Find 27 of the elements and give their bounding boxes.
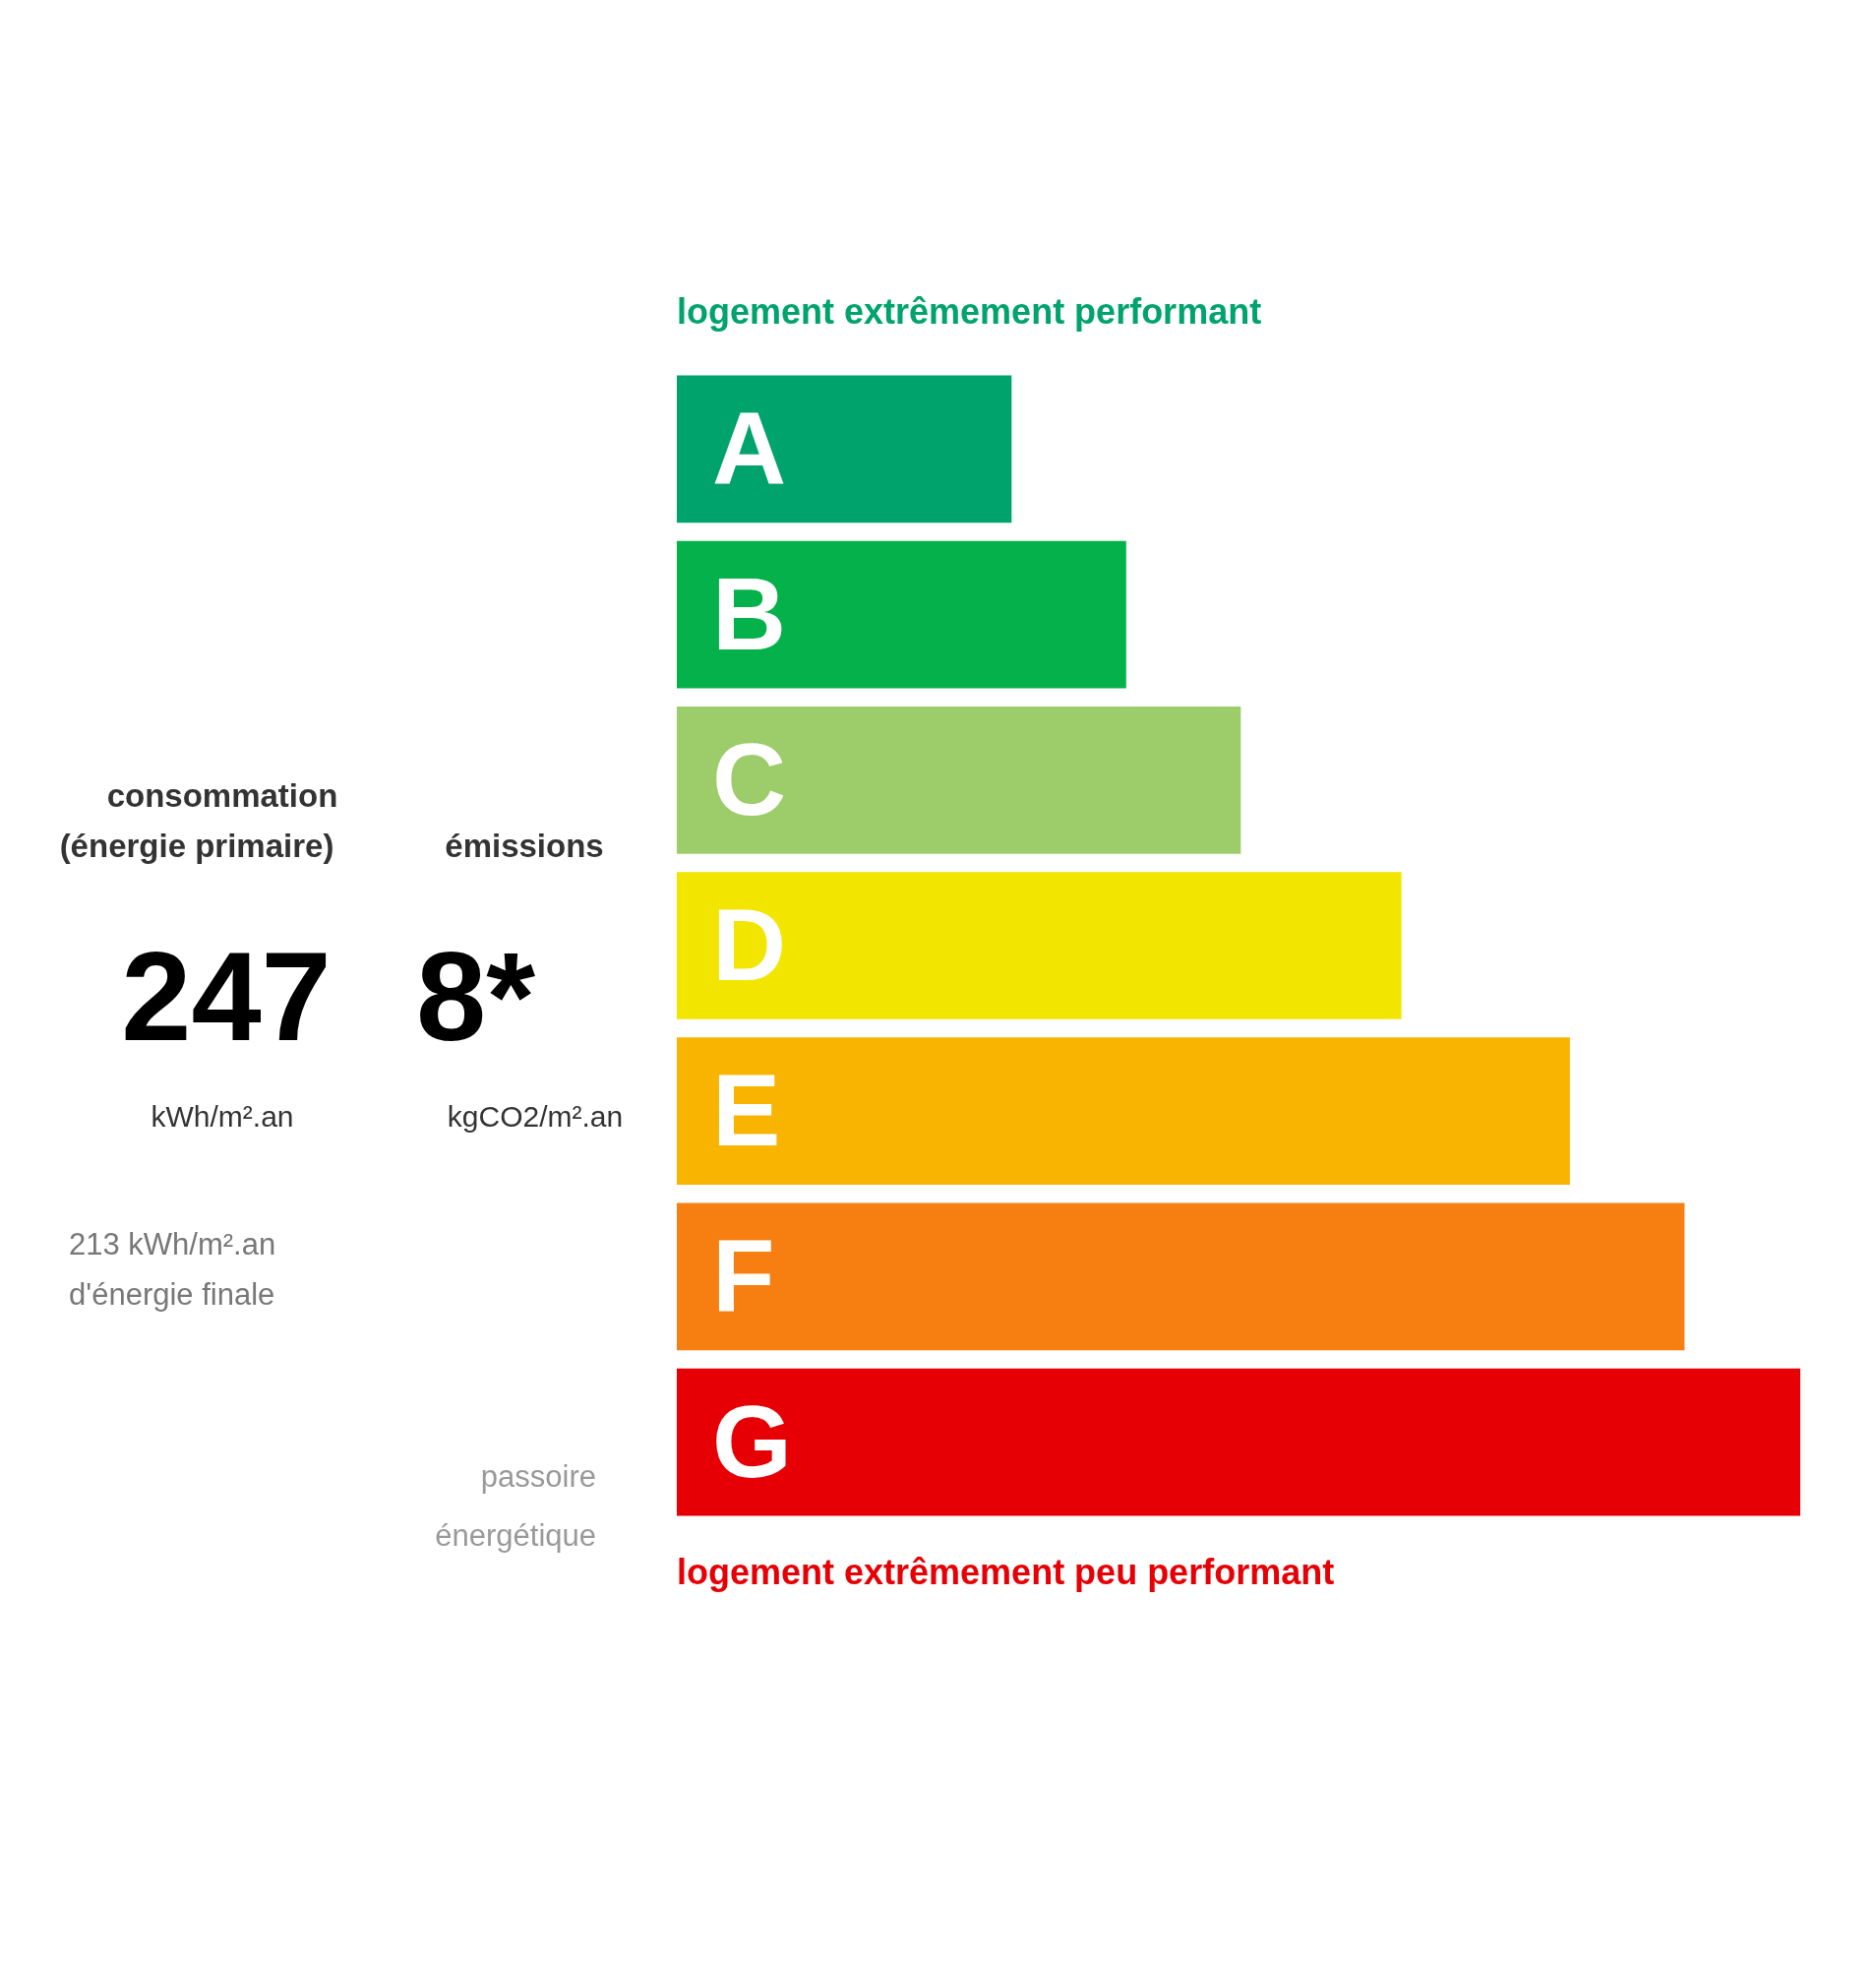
text: 213 kWh/m².an bbox=[69, 1227, 276, 1261]
y-tick-label: D bbox=[712, 888, 787, 1002]
bar bbox=[677, 1037, 1570, 1186]
y-tick-label: E bbox=[712, 1053, 781, 1168]
bar bbox=[677, 872, 1402, 1019]
text: d'énergie finale bbox=[69, 1277, 275, 1312]
y-tick-label: G bbox=[712, 1384, 792, 1499]
text: consommation bbox=[106, 777, 338, 814]
y-tick-label: B bbox=[712, 556, 787, 671]
text: 247 bbox=[121, 926, 332, 1067]
text: kWh/m².an bbox=[151, 1100, 294, 1133]
text: émissions bbox=[445, 828, 604, 864]
y-tick-label: F bbox=[712, 1218, 775, 1333]
bar bbox=[677, 375, 1012, 523]
text: 8* bbox=[416, 926, 536, 1067]
y-tick-label: C bbox=[712, 721, 787, 836]
bar bbox=[677, 1368, 1800, 1516]
y-tick-label: A bbox=[712, 391, 787, 506]
chart-title: logement extrêmement performant bbox=[677, 291, 1262, 332]
text: kgCO2/m².an bbox=[447, 1100, 624, 1133]
bar bbox=[677, 1202, 1685, 1351]
text: (énergie primaire) bbox=[59, 828, 334, 864]
bar bbox=[677, 540, 1126, 689]
text: énergétique bbox=[435, 1518, 596, 1553]
bar bbox=[677, 706, 1241, 854]
text: logement extrêmement peu performant bbox=[677, 1552, 1335, 1592]
text: passoire bbox=[480, 1459, 596, 1494]
